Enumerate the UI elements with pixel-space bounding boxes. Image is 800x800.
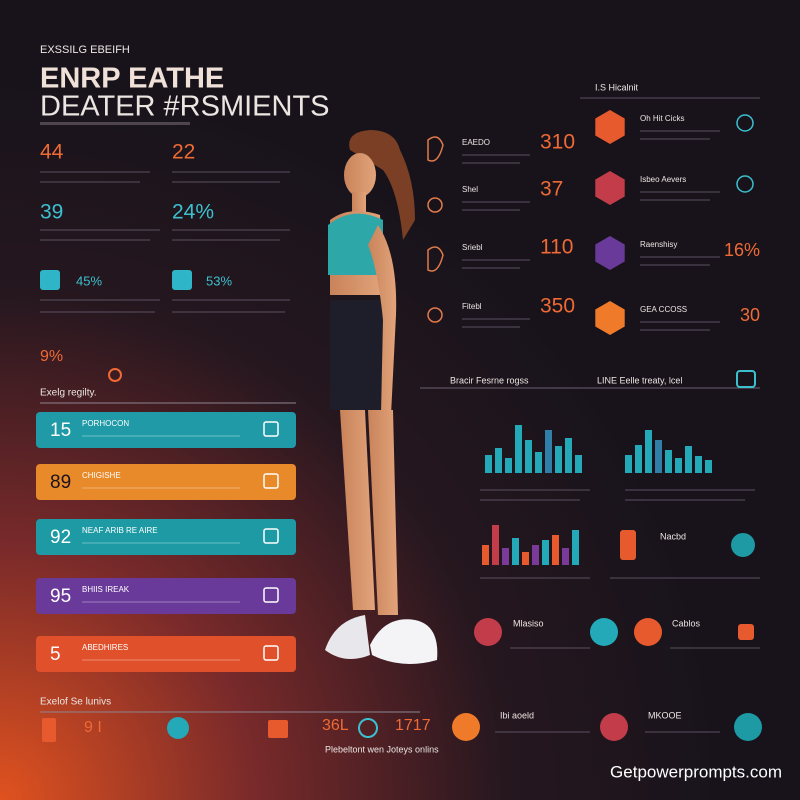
bar-row — [36, 519, 296, 555]
metric-label: EAEDO — [462, 138, 490, 147]
metric-value: 310 — [540, 131, 575, 154]
icon — [40, 270, 60, 290]
list-label: Raenshisy — [640, 240, 677, 249]
list-header: I.S Hicalnit — [595, 82, 639, 92]
bar-label: CHIGISHE — [82, 471, 121, 480]
list-label: Isbeo Aevers — [640, 175, 686, 184]
bar-row — [36, 412, 296, 448]
metric-label: Sriebl — [462, 243, 483, 252]
metric-value: 110 — [540, 236, 573, 259]
chart-title: Bracir Fesrne rogss — [450, 375, 529, 385]
title: DEATER #RSMIENTS — [40, 91, 330, 123]
title: ENRP EATHE — [40, 63, 224, 95]
icon — [108, 368, 122, 382]
metric-label: Fitebl — [462, 302, 482, 311]
stat: 45% — [76, 273, 102, 288]
icon — [620, 530, 636, 560]
stat: 53% — [206, 273, 232, 288]
bottom-number: 1717 — [395, 717, 431, 734]
icon — [358, 718, 378, 738]
bar-icon — [263, 645, 279, 661]
stat: 44 — [40, 141, 64, 164]
icon — [172, 270, 192, 290]
hex-icon — [595, 301, 625, 335]
icon — [452, 713, 480, 741]
watermark: Getpowerprompts.com — [610, 762, 782, 781]
hex-icon — [595, 171, 625, 205]
icon — [167, 717, 189, 739]
subtitle-placeholder — [40, 122, 190, 125]
icon — [731, 533, 755, 557]
bottom-number: 36L — [322, 717, 349, 734]
stat: 24% — [172, 201, 214, 224]
bar-value: 95 — [50, 586, 71, 607]
list-label: Oh Hit Cicks — [640, 114, 684, 123]
list-icon — [736, 175, 754, 193]
chart-title: LINE Eelle treaty, lcel — [597, 375, 682, 385]
bar-row — [36, 636, 296, 672]
icon — [736, 370, 756, 388]
section-label: Exelg regilty. — [40, 388, 97, 399]
hex-icon — [595, 110, 625, 144]
person-illustration — [325, 130, 438, 664]
feature-label: MKOOE — [648, 710, 682, 720]
stat: 39 — [40, 201, 63, 224]
icon — [634, 618, 662, 646]
decor-icons — [427, 136, 444, 323]
stat: 22 — [172, 141, 195, 164]
icon — [42, 718, 56, 742]
mini-chart — [485, 425, 712, 473]
feature-label: Nacbd — [660, 531, 686, 541]
bar-icon — [263, 587, 279, 603]
bar-value: 92 — [50, 527, 71, 548]
icon — [268, 720, 288, 738]
bar-label: PORHOCON — [82, 419, 129, 428]
hex-icon — [595, 236, 625, 270]
bar-icon — [263, 473, 279, 489]
stat: 9% — [40, 348, 63, 365]
metric-value: 37 — [540, 178, 563, 201]
section-label: Exelof Se lunivs — [40, 697, 111, 708]
placeholder-lines — [495, 647, 760, 733]
bar-value: 15 — [50, 420, 71, 441]
icon — [738, 624, 754, 640]
metric-label: Shel — [462, 185, 478, 194]
list-label: GEA CCOSS — [640, 305, 687, 314]
bar-label: BHIIS IREAK — [82, 585, 130, 594]
bar-icon — [263, 421, 279, 437]
icon-list: Oh Hit Cicks Isbeo Aevers Raenshisy 16% GEA … — [595, 110, 760, 335]
placeholder-lines — [480, 489, 760, 579]
kicker: EXSSILG EBEIFH — [40, 44, 130, 56]
feature-label: Cablos — [672, 618, 701, 628]
bar-label: ABEDHIRES — [82, 643, 128, 652]
bar-value: 89 — [50, 472, 71, 493]
list-value: 16% — [724, 240, 760, 260]
mini-chart — [482, 525, 579, 565]
metric-list: EAEDO 310 Shel 37 Sriebl 110 Fitebl 350 — [462, 131, 575, 328]
feature-label: Ibi aoeld — [500, 710, 534, 720]
icon — [590, 618, 618, 646]
caption: Plebeltont wen Joteys onlins — [325, 744, 439, 754]
bar-row — [36, 464, 296, 500]
icon — [600, 713, 628, 741]
list-icon — [736, 114, 754, 132]
icon — [474, 618, 502, 646]
bar-value: 5 — [50, 644, 61, 665]
list-value: 30 — [740, 305, 760, 325]
bar-list: 15 PORHOCON 89 CHIGISHE 92 NEAF ARIB RE AIRE 9… — [36, 412, 296, 672]
placeholder-lines — [40, 171, 290, 313]
metric-value: 350 — [540, 295, 575, 318]
bar-icon — [263, 528, 279, 544]
bar-row — [36, 578, 296, 614]
feature-label: Mlasiso — [513, 618, 544, 628]
bottom-number: 9 I — [84, 719, 102, 736]
bar-label: NEAF ARIB RE AIRE — [82, 526, 158, 535]
icon — [734, 713, 762, 741]
